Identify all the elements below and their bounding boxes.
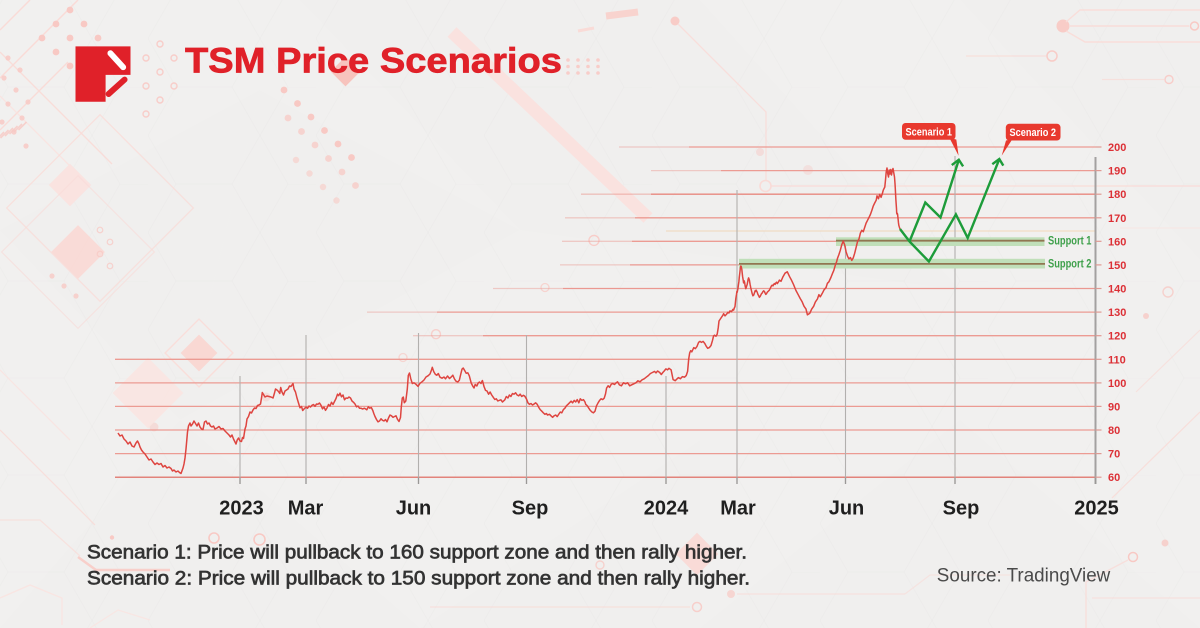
svg-text:190: 190 bbox=[1108, 166, 1126, 178]
svg-text:Jun: Jun bbox=[396, 498, 432, 520]
svg-text:120: 120 bbox=[1108, 331, 1126, 343]
svg-text:Scenario 1: Price will pullbac: Scenario 1: Price will pullback to 160 s… bbox=[87, 542, 747, 564]
svg-text:60: 60 bbox=[1108, 472, 1120, 484]
svg-text:90: 90 bbox=[1108, 401, 1120, 413]
svg-text:200: 200 bbox=[1108, 142, 1126, 154]
svg-text:Mar: Mar bbox=[720, 498, 756, 520]
svg-text:Scenario 2: Scenario 2 bbox=[1010, 127, 1057, 139]
svg-text:Scenario 2: Price will pullbac: Scenario 2: Price will pullback to 150 s… bbox=[87, 568, 750, 590]
svg-text:Sep: Sep bbox=[512, 498, 549, 520]
svg-text:Source: TradingView: Source: TradingView bbox=[937, 565, 1111, 586]
svg-text:Sep: Sep bbox=[943, 498, 980, 520]
svg-text:140: 140 bbox=[1108, 284, 1126, 296]
svg-text:Jun: Jun bbox=[829, 498, 865, 520]
svg-text:Support 1: Support 1 bbox=[1048, 236, 1092, 248]
svg-text:170: 170 bbox=[1108, 213, 1126, 225]
svg-text:100: 100 bbox=[1108, 378, 1126, 390]
svg-text:70: 70 bbox=[1108, 449, 1120, 461]
svg-text:80: 80 bbox=[1108, 425, 1120, 437]
svg-text:130: 130 bbox=[1108, 307, 1126, 319]
svg-text:TSM Price Scenarios: TSM Price Scenarios bbox=[185, 41, 562, 81]
svg-text:Mar: Mar bbox=[288, 498, 324, 520]
svg-text:180: 180 bbox=[1108, 189, 1126, 201]
svg-text:2025: 2025 bbox=[1074, 498, 1119, 520]
svg-text:110: 110 bbox=[1108, 354, 1126, 366]
svg-text:150: 150 bbox=[1108, 260, 1126, 272]
svg-text:Support 2: Support 2 bbox=[1048, 259, 1092, 271]
svg-text:160: 160 bbox=[1108, 236, 1126, 248]
svg-text:2024: 2024 bbox=[644, 498, 689, 520]
svg-text:Scenario 1: Scenario 1 bbox=[906, 126, 953, 138]
svg-text:2023: 2023 bbox=[219, 498, 264, 520]
